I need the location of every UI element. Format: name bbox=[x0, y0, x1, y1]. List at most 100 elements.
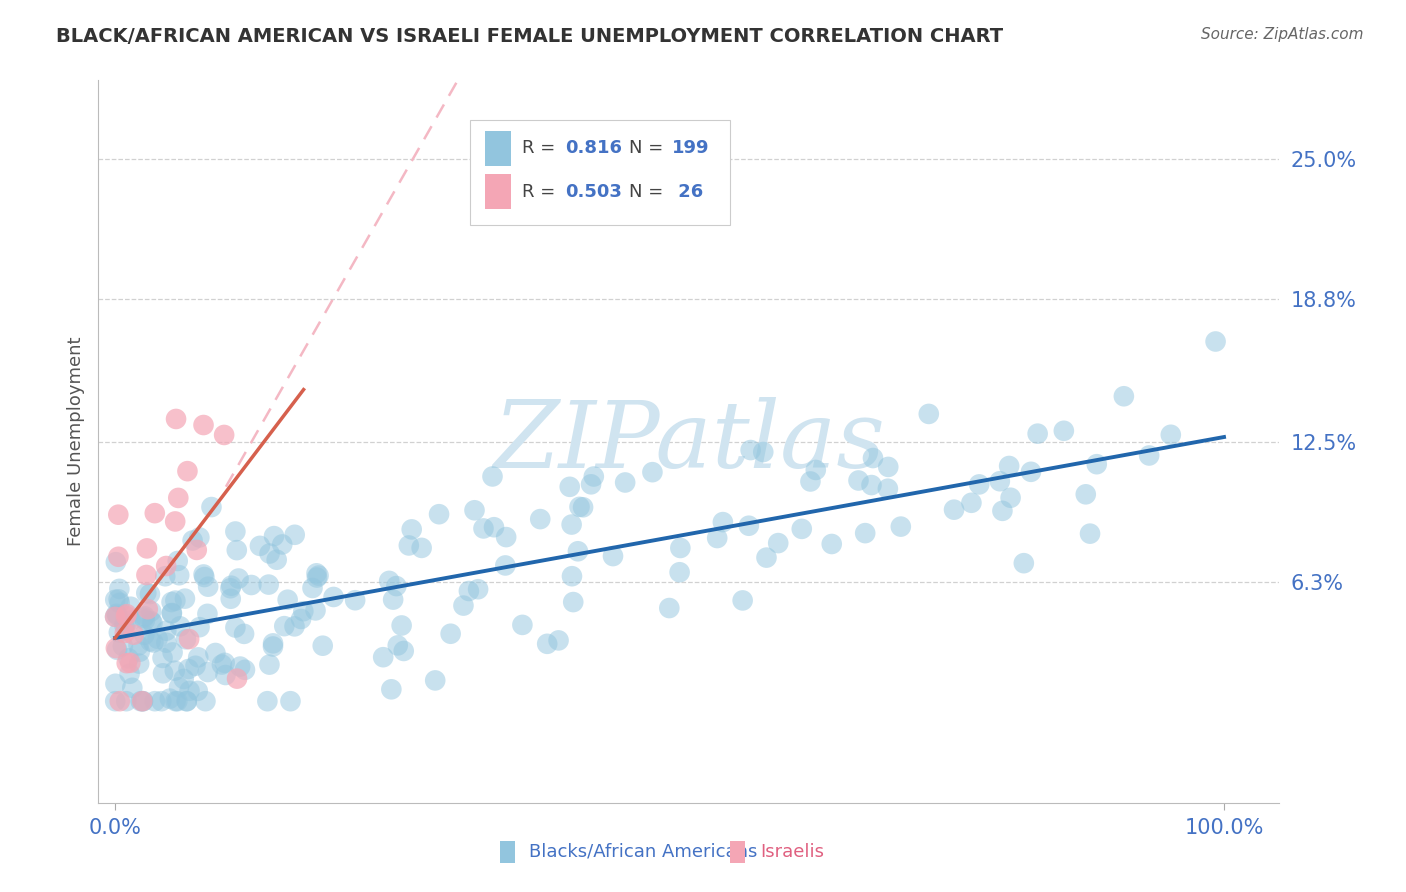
Point bbox=[998, 458, 1021, 473]
Point bbox=[960, 496, 983, 510]
Point bbox=[160, 606, 183, 620]
Point bbox=[401, 522, 423, 536]
Point bbox=[283, 619, 305, 633]
Point bbox=[284, 528, 307, 542]
Point bbox=[141, 614, 163, 628]
Point bbox=[482, 520, 505, 534]
Point bbox=[495, 530, 517, 544]
Point bbox=[107, 508, 129, 522]
Text: 26: 26 bbox=[672, 183, 703, 201]
Text: 199: 199 bbox=[672, 139, 710, 157]
Point bbox=[1026, 426, 1049, 441]
Point bbox=[224, 524, 246, 539]
Point bbox=[1137, 449, 1160, 463]
Point bbox=[219, 581, 242, 595]
Point bbox=[104, 609, 127, 624]
Point bbox=[561, 517, 583, 532]
Point bbox=[115, 656, 138, 670]
Point bbox=[160, 595, 183, 609]
Point bbox=[561, 569, 583, 583]
Point bbox=[425, 673, 447, 688]
Text: N =: N = bbox=[628, 139, 669, 157]
Point bbox=[108, 596, 131, 610]
Point bbox=[280, 694, 302, 708]
Point bbox=[387, 639, 409, 653]
Point bbox=[142, 615, 165, 630]
Point bbox=[391, 618, 413, 632]
Point bbox=[536, 637, 558, 651]
Point bbox=[160, 607, 183, 621]
Point bbox=[176, 694, 198, 708]
Point bbox=[107, 608, 129, 623]
Point bbox=[139, 634, 162, 648]
Point bbox=[766, 536, 789, 550]
Point bbox=[136, 602, 159, 616]
Point bbox=[112, 618, 135, 632]
Point bbox=[308, 568, 330, 582]
Point bbox=[120, 614, 142, 628]
Point bbox=[188, 531, 211, 545]
Point bbox=[292, 604, 315, 618]
Point bbox=[143, 506, 166, 520]
Point bbox=[139, 587, 162, 601]
Point bbox=[165, 593, 187, 607]
Point bbox=[233, 627, 256, 641]
Point bbox=[385, 579, 408, 593]
Point bbox=[755, 550, 778, 565]
Point bbox=[558, 480, 581, 494]
Point bbox=[582, 469, 605, 483]
Point bbox=[668, 566, 690, 580]
Bar bbox=[485, 131, 510, 166]
Text: 0.816: 0.816 bbox=[565, 139, 621, 157]
Point bbox=[165, 515, 187, 529]
Point bbox=[312, 639, 335, 653]
Point bbox=[188, 620, 211, 634]
Bar bbox=[730, 841, 745, 863]
Point bbox=[1012, 556, 1035, 570]
Point bbox=[658, 601, 681, 615]
Point bbox=[131, 694, 153, 708]
Point bbox=[382, 592, 405, 607]
Point bbox=[262, 636, 284, 650]
Point bbox=[256, 694, 278, 708]
Point bbox=[121, 681, 143, 695]
Bar bbox=[471, 120, 730, 225]
Text: BLACK/AFRICAN AMERICAN VS ISRAELI FEMALE UNEMPLOYMENT CORRELATION CHART: BLACK/AFRICAN AMERICAN VS ISRAELI FEMALE… bbox=[56, 27, 1004, 45]
Point bbox=[1160, 427, 1182, 442]
Point bbox=[572, 500, 595, 515]
Point bbox=[876, 482, 898, 496]
Point bbox=[821, 537, 844, 551]
Point bbox=[568, 500, 591, 514]
Point bbox=[1085, 457, 1108, 471]
Point bbox=[166, 554, 188, 568]
Point bbox=[378, 574, 401, 588]
Point bbox=[104, 641, 127, 656]
Point bbox=[162, 645, 184, 659]
Point bbox=[411, 541, 433, 555]
Point bbox=[120, 599, 142, 614]
Point bbox=[233, 663, 256, 677]
Point bbox=[1205, 334, 1227, 349]
Point bbox=[165, 412, 187, 426]
Point bbox=[105, 607, 128, 621]
Y-axis label: Female Unemployment: Female Unemployment bbox=[66, 337, 84, 546]
Point bbox=[108, 625, 131, 640]
Point bbox=[143, 694, 166, 708]
Point bbox=[141, 604, 163, 618]
Point bbox=[187, 684, 209, 698]
Point bbox=[128, 645, 150, 659]
Point bbox=[790, 522, 813, 536]
Point bbox=[481, 469, 503, 483]
Point bbox=[167, 681, 190, 695]
Point bbox=[512, 618, 534, 632]
Point bbox=[440, 626, 463, 640]
Point bbox=[105, 642, 128, 657]
Point bbox=[193, 567, 215, 582]
Point bbox=[134, 609, 156, 624]
Point bbox=[848, 474, 870, 488]
Point bbox=[262, 640, 284, 654]
Text: Blacks/African Americans: Blacks/African Americans bbox=[530, 843, 758, 861]
Point bbox=[392, 644, 415, 658]
Point bbox=[943, 502, 966, 516]
Point bbox=[181, 533, 204, 548]
